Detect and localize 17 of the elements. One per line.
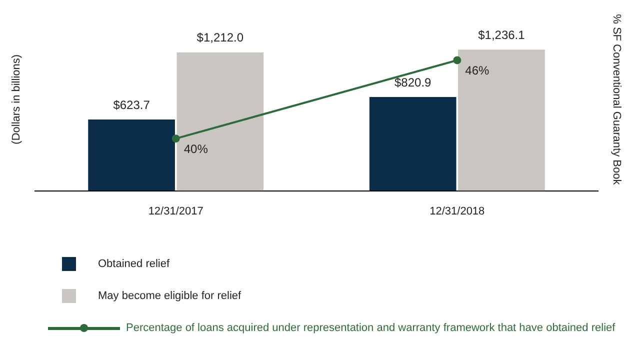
x-tick-label: 12/31/2017 [148,205,204,218]
data-label: $820.9 [394,75,432,90]
x-tick-label: 12/31/2018 [430,205,485,218]
data-label: $623.7 [113,98,150,112]
data-label: $1,236.1 [478,28,526,42]
text: Percentage of loans acquired under representation and warranty framework that have obtained relief [126,322,616,334]
legend-label: May become eligible for relief [98,290,242,302]
bar [88,120,175,191]
bar [458,50,545,191]
data-label: 40% [184,142,208,156]
bar [369,97,456,191]
data-label: 46% [465,64,490,78]
bar [176,52,264,191]
y2-axis-title: % SF Conventional Guaranty Book [610,14,622,186]
y-axis-title: (Dollars in billions) [10,54,23,144]
legend-label: Obtained relief [98,258,170,270]
data-label: $1,212.0 [196,30,244,45]
